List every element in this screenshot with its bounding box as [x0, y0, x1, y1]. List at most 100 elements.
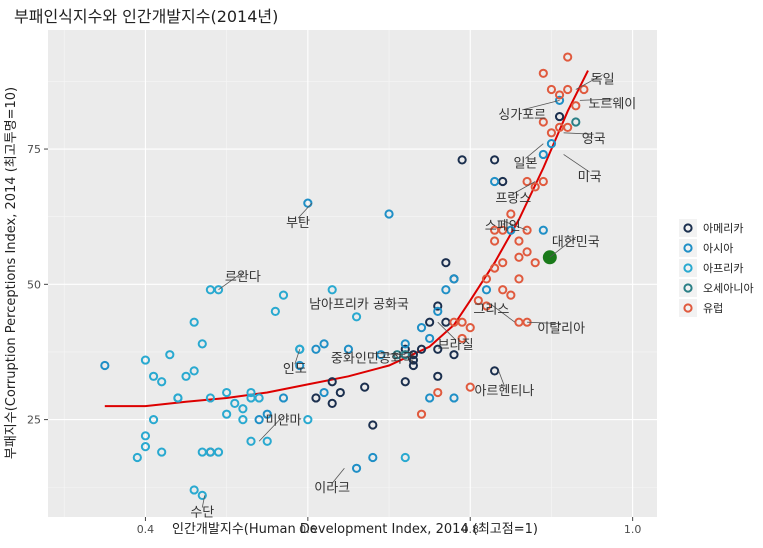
data-point	[530, 258, 540, 268]
annotation-label: 대한민국	[552, 235, 600, 250]
data-point	[506, 209, 516, 219]
legend-marker	[683, 243, 693, 253]
data-point	[490, 263, 500, 273]
data-point	[303, 415, 313, 425]
data-point	[538, 225, 548, 235]
data-point	[157, 447, 167, 457]
data-point	[425, 393, 435, 403]
data-point	[490, 176, 500, 187]
legend-marker	[683, 223, 693, 233]
data-point	[579, 84, 589, 95]
data-point	[538, 117, 548, 127]
data-point	[327, 285, 337, 295]
annotation-leader	[491, 304, 516, 323]
legend-marker	[683, 303, 693, 313]
data-point	[400, 452, 410, 463]
annotation-label: 미얀마	[266, 414, 302, 429]
data-point	[490, 225, 500, 235]
data-point	[189, 485, 199, 495]
data-point	[546, 128, 557, 138]
data-point	[514, 274, 524, 284]
data-point	[368, 452, 378, 463]
annotation-label: 영국	[582, 132, 606, 147]
data-point	[554, 111, 565, 122]
data-point	[368, 420, 378, 430]
data-point	[538, 68, 548, 78]
data-point	[490, 155, 500, 165]
data-point	[100, 360, 110, 371]
annotation-leader	[258, 415, 284, 442]
data-point	[132, 452, 142, 463]
data-point	[254, 415, 264, 425]
data-point	[157, 377, 167, 387]
annotation-label: 노르웨이	[588, 97, 636, 112]
data-point	[498, 258, 508, 268]
legend-marker	[683, 263, 693, 273]
annotation-leaders	[201, 74, 613, 508]
annotation-label: 인도	[283, 362, 307, 377]
data-point	[140, 431, 151, 441]
data-point	[538, 149, 548, 160]
data-point	[554, 95, 565, 105]
y-tick-label: 25	[27, 414, 41, 427]
data-point	[140, 355, 151, 365]
annotation-leader	[579, 98, 613, 101]
legend-marker	[683, 283, 693, 293]
data-point	[538, 176, 548, 187]
annotation-leader	[525, 143, 544, 159]
data-point	[408, 360, 418, 371]
annotation-leader	[513, 181, 536, 195]
annotation-leader	[549, 236, 577, 258]
annotation-label: 부탄	[286, 216, 310, 231]
legend-label: 아프리카	[703, 262, 743, 275]
legend-label: 유럽	[703, 301, 723, 315]
data-point	[522, 247, 532, 257]
data-point	[563, 122, 573, 133]
annotation-label: 중화인민공화국	[331, 351, 415, 366]
data-point	[205, 393, 215, 403]
annotation-label: 브라질	[438, 338, 474, 353]
annotation-leader	[331, 468, 345, 484]
chart-title: 부패인식지수와 인간개발지수(2014년)	[14, 7, 278, 26]
annotation-leader	[563, 154, 590, 173]
legend-key	[679, 259, 697, 277]
data-point	[457, 155, 467, 165]
annotation-leader	[522, 99, 560, 111]
data-point	[384, 209, 394, 219]
data-point	[360, 382, 370, 392]
data-point	[425, 333, 435, 344]
data-point	[278, 290, 289, 300]
annotation-label: 아르헨티나	[474, 384, 534, 399]
legend-label: 아시아	[703, 242, 733, 255]
data-point	[433, 387, 443, 398]
data-point	[449, 393, 459, 403]
data-point	[319, 387, 329, 398]
annotation-leader	[437, 321, 456, 341]
data-point	[351, 463, 362, 473]
data-point	[254, 393, 264, 403]
annotation-label: 남아프리카 공화국	[309, 297, 409, 312]
data-point	[181, 371, 191, 381]
data-point	[189, 366, 199, 376]
data-point	[433, 344, 443, 354]
data-point	[238, 415, 248, 425]
data-point	[222, 387, 232, 398]
x-axis-label: 인간개발지수(Human Development Index, 2014 (최고…	[172, 522, 538, 537]
data-point	[441, 258, 451, 268]
legend-key	[679, 219, 697, 237]
data-point	[571, 117, 581, 127]
data-point	[473, 295, 483, 306]
data-point	[433, 371, 443, 381]
data-point	[481, 301, 492, 311]
annotation-leader	[294, 349, 301, 365]
y-tick-label: 50	[27, 278, 41, 291]
annotation-label: 이탈리아	[537, 322, 585, 337]
data-point	[295, 360, 305, 371]
annotation-leader	[575, 74, 603, 90]
legend-key	[679, 299, 697, 317]
data-point	[262, 436, 272, 446]
y-tick-label: 75	[27, 143, 41, 156]
data-point	[400, 344, 410, 354]
annotation-label: 싱가포르	[498, 108, 546, 123]
